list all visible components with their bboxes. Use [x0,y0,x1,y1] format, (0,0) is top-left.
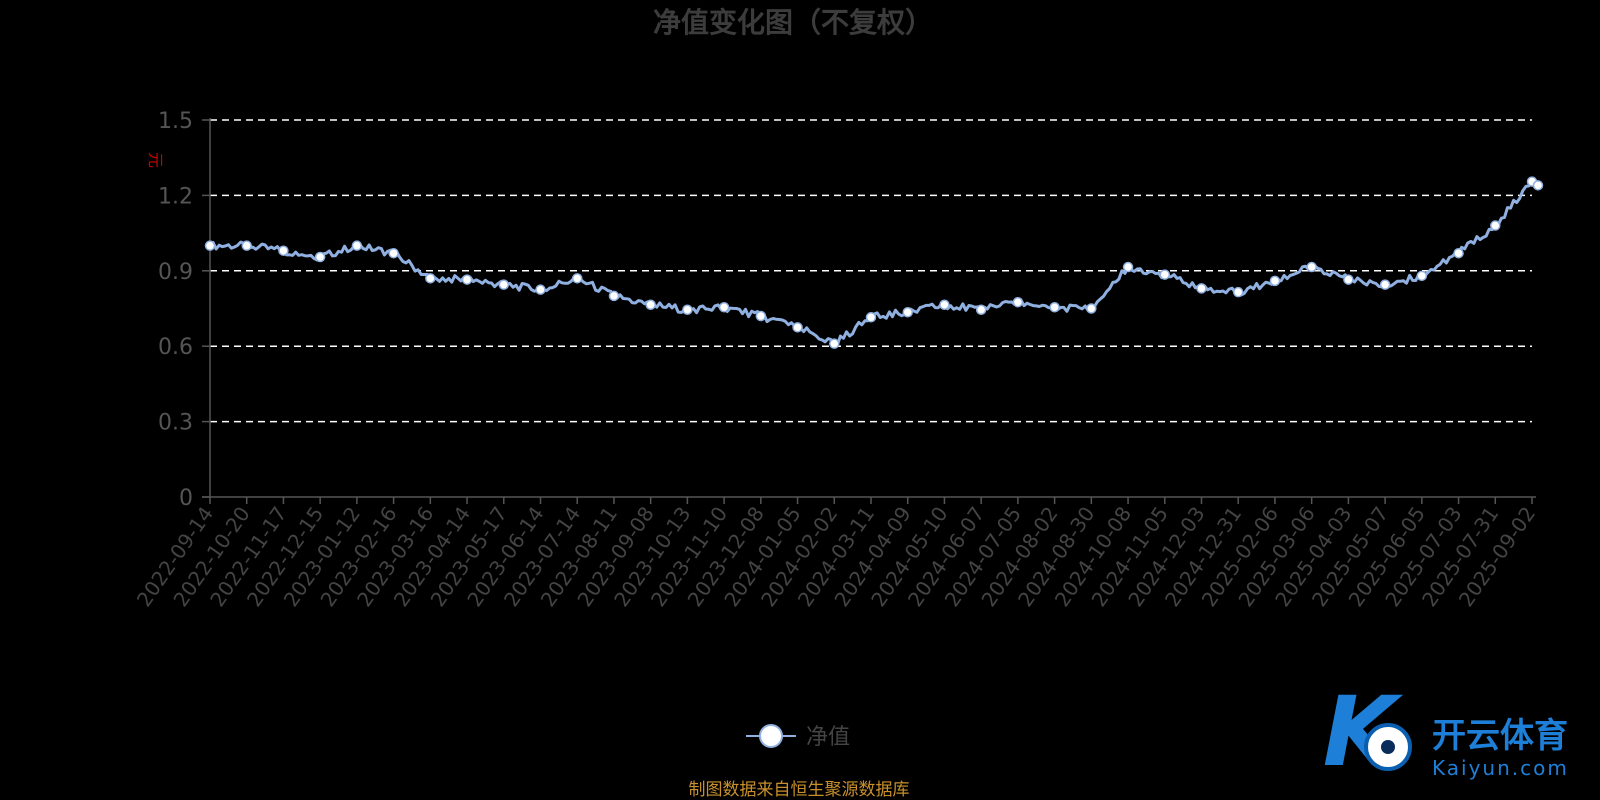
data-point [1196,283,1207,294]
data-point [241,240,252,251]
data-point [1490,220,1501,231]
data-point [1232,286,1244,298]
axes [202,118,1536,504]
y-tick-label: 0.9 [158,260,193,285]
data-point [1343,274,1354,285]
data-point [645,299,656,310]
data-point [1049,301,1060,313]
data-point [535,284,546,295]
data-point [204,240,216,251]
data-point [1416,270,1428,282]
data-point [608,290,620,302]
data-point [278,245,289,256]
data-point [1122,261,1134,273]
y-tick-label: 0 [179,486,193,511]
data-point [498,279,510,290]
data-point [792,322,803,333]
data-point [461,274,473,285]
data-point [388,247,399,259]
y-tick-label: 0.3 [158,411,193,436]
watermark-brand-en: Kaiyun.com [1432,756,1569,780]
source-note: 制图数据来自恒生聚源数据库 [689,780,910,800]
grid-lines [210,119,1532,423]
legend-label: 净值 [806,725,850,750]
watermark-brand-cn: 开云体育 [1432,716,1568,756]
data-point [975,304,987,316]
chart-title: 净值变化图（不复权） [653,6,933,39]
data-point [1012,296,1024,308]
y-tick-label: 1.2 [158,184,193,209]
y-tick-label: 1.5 [158,109,193,134]
data-point [1269,275,1281,287]
data-point [1453,247,1464,259]
data-point [1306,261,1317,273]
data-point [902,307,913,318]
legend[interactable]: 净值 [746,724,850,750]
data-point [865,312,877,323]
y-axis-unit: 元 [146,152,165,168]
data-point [314,251,326,263]
series-layer [204,176,1544,349]
data-point [1086,303,1097,314]
y-tick-labels: 1.5 1.2 0.9 0.6 0.3 0 [158,109,193,511]
data-point [939,299,950,310]
data-point [829,338,840,349]
data-point [1379,279,1391,290]
watermark-logo: K 开云体育 Kaiyun.com [1323,676,1569,788]
y-tick-label: 0.6 [158,335,193,360]
data-point [682,304,693,316]
data-point [351,240,363,251]
data-point [571,273,583,284]
soccer-ball-center [1381,740,1395,754]
legend-marker [759,724,783,748]
data-point [755,310,767,322]
data-point [425,273,436,284]
data-point-last [1532,180,1544,191]
data-point [1159,269,1171,280]
x-tick-labels: 2022-09-142022-10-202022-11-172022-12-15… [132,502,1540,611]
data-point [718,301,730,313]
